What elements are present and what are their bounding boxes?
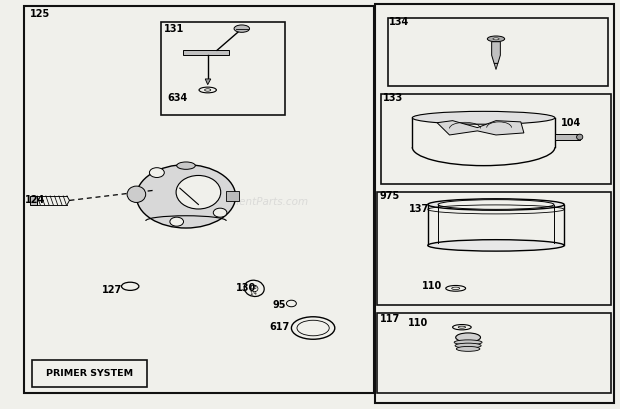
Text: 975: 975	[379, 191, 400, 201]
Ellipse shape	[291, 317, 335, 339]
Circle shape	[213, 208, 227, 217]
Ellipse shape	[438, 200, 554, 209]
Polygon shape	[437, 121, 524, 135]
Circle shape	[286, 300, 296, 307]
Ellipse shape	[177, 162, 195, 169]
Ellipse shape	[458, 326, 466, 328]
Text: 617: 617	[270, 322, 290, 332]
Bar	[226, 191, 239, 201]
Ellipse shape	[122, 282, 139, 290]
Text: 134: 134	[389, 18, 410, 27]
Ellipse shape	[234, 25, 249, 32]
Text: 1.3
1/4: 1.3 1/4	[250, 285, 257, 295]
Ellipse shape	[136, 164, 236, 228]
Ellipse shape	[412, 111, 555, 124]
Text: 131: 131	[164, 24, 185, 34]
Bar	[377, 192, 611, 305]
Ellipse shape	[456, 346, 480, 351]
Text: eReplacementParts.com: eReplacementParts.com	[181, 198, 309, 207]
Text: 634: 634	[167, 93, 188, 103]
Ellipse shape	[451, 287, 459, 290]
Text: 124: 124	[25, 196, 45, 205]
Bar	[375, 4, 614, 403]
Ellipse shape	[199, 87, 216, 93]
Bar	[32, 360, 147, 387]
Text: 130: 130	[236, 283, 256, 293]
Bar	[555, 134, 580, 140]
Ellipse shape	[577, 134, 583, 140]
Bar	[183, 50, 229, 55]
Bar	[161, 22, 285, 115]
Ellipse shape	[456, 333, 480, 342]
Ellipse shape	[454, 340, 482, 345]
Text: 104: 104	[561, 118, 582, 128]
Polygon shape	[494, 63, 498, 70]
Circle shape	[149, 168, 164, 178]
Text: 95: 95	[273, 300, 286, 310]
Text: PRIMER SYSTEM: PRIMER SYSTEM	[46, 369, 133, 378]
Text: 137: 137	[409, 204, 430, 213]
Bar	[388, 18, 608, 86]
Text: 125: 125	[30, 9, 50, 19]
Text: 127: 127	[102, 285, 123, 295]
Ellipse shape	[176, 175, 221, 209]
Bar	[30, 196, 37, 205]
Ellipse shape	[205, 89, 211, 91]
Ellipse shape	[250, 285, 258, 292]
Ellipse shape	[428, 240, 564, 251]
Ellipse shape	[428, 199, 564, 210]
Ellipse shape	[493, 38, 499, 40]
Bar	[377, 313, 611, 393]
Polygon shape	[205, 79, 211, 85]
Ellipse shape	[297, 320, 329, 336]
Text: 133: 133	[383, 93, 404, 103]
Text: 117: 117	[379, 314, 400, 324]
Ellipse shape	[455, 343, 481, 348]
Ellipse shape	[446, 285, 466, 291]
Ellipse shape	[127, 186, 146, 202]
Polygon shape	[492, 42, 500, 63]
Bar	[24, 6, 374, 393]
Text: 110: 110	[422, 281, 442, 291]
Ellipse shape	[244, 280, 264, 297]
Ellipse shape	[487, 36, 505, 42]
Circle shape	[170, 217, 184, 226]
Text: 110: 110	[408, 318, 428, 328]
Ellipse shape	[453, 325, 471, 330]
Bar	[381, 94, 611, 184]
